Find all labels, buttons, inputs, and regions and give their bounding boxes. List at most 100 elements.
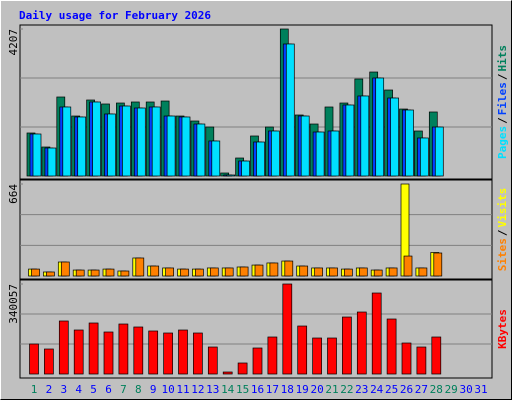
bar [196,123,206,177]
bar [420,137,429,177]
bar [433,252,443,277]
bar [75,269,85,277]
bar [29,343,39,375]
bar [92,101,101,177]
bar [373,269,383,277]
panel [19,179,493,280]
x-tick-label: 28 [430,383,443,396]
bar [136,107,146,177]
legend-separator: / [496,117,509,124]
bar [401,342,412,375]
bar [166,115,176,177]
y-tick-label: 664 [7,184,20,204]
bar [163,332,173,375]
bar [151,106,161,177]
bar [269,262,279,277]
x-tick-label: 27 [415,383,428,396]
bar [405,109,414,177]
bar [88,322,99,375]
bar [122,105,131,177]
bar [120,270,130,277]
bar [252,347,263,375]
bar [371,292,382,375]
chart-title: Daily usage for February 2026 [19,9,211,22]
x-tick-label: 5 [90,383,97,396]
legend-entry: Visits [496,188,509,228]
bar [431,336,442,375]
x-tick-label: 16 [251,383,264,396]
bar [271,130,280,177]
x-tick-label: 30 [459,383,472,396]
bar [345,104,355,177]
bar [239,266,249,277]
bar [207,346,218,375]
bar [360,95,370,177]
bar [133,326,144,375]
bar [312,337,322,375]
y-tick-label: 340057 [7,284,20,324]
x-tick-label: 17 [266,383,279,396]
bar [403,255,413,277]
legend-entry: Hits [496,45,509,72]
bar [103,331,114,375]
bar [224,267,234,277]
legend: Pages/Files/Hits [496,45,509,159]
bar [375,77,385,177]
bar [58,320,69,375]
x-tick-label: 23 [355,383,368,396]
bar [60,261,70,277]
bar [358,267,368,277]
bar [62,106,72,177]
bar [118,323,129,375]
bar [193,332,203,375]
x-tick-label: 25 [385,383,398,396]
bar [434,126,444,177]
bar [386,318,397,375]
bar [344,268,353,277]
bar [297,325,308,375]
bar [44,348,54,375]
x-tick-label: 4 [75,383,82,396]
bar [299,265,309,277]
bar [416,346,427,375]
x-tick-label: 14 [221,383,235,396]
bar [388,267,398,277]
bar [32,133,42,177]
legend: Sites /Visits [496,188,509,272]
x-tick-label: 2 [46,383,53,396]
legend-entry: Sites [496,238,509,271]
bar [284,260,294,277]
bar [330,130,340,177]
bar [107,113,116,177]
legend-entry: Pages [496,126,509,159]
bar [211,140,221,177]
bar [418,267,428,277]
x-tick-label: 22 [340,383,353,396]
x-tick-label: 8 [135,383,142,396]
x-tick-label: 1 [31,383,38,396]
x-tick-label: 13 [206,383,219,396]
bar [356,311,367,375]
x-tick-label: 9 [150,383,157,396]
x-tick-label: 29 [445,383,458,396]
bar [31,268,40,277]
x-tick-label: 10 [161,383,174,396]
bar [195,268,204,277]
bar [237,362,248,375]
bar [222,371,233,375]
x-tick-label: 12 [191,383,204,396]
bar [47,147,57,177]
bar [73,329,84,375]
bar [315,131,325,177]
bar [148,330,159,375]
x-tick-label: 31 [474,383,487,396]
bar [314,267,323,277]
x-tick-label: 18 [281,383,294,396]
bar [226,174,236,177]
bar [165,267,174,277]
bar [90,269,100,277]
bar [285,43,295,177]
x-tick-label: 6 [105,383,112,396]
